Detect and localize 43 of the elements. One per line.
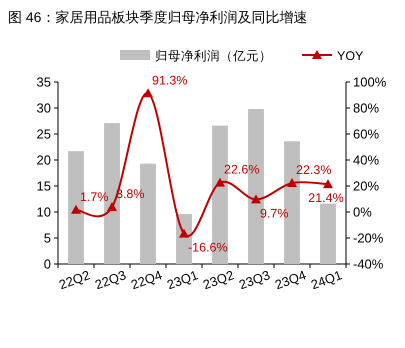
y2-tick-label: 80% — [353, 100, 380, 116]
point — [107, 202, 117, 212]
y-tick-label: 20 — [36, 152, 51, 168]
y-tick-label: 0 — [44, 256, 51, 272]
y2-tick-label: 60% — [353, 126, 380, 142]
data-label: 21.4% — [308, 191, 344, 206]
y2-tick-label: -40% — [353, 256, 384, 272]
data-label: 22.3% — [296, 163, 332, 178]
x-tick-label: 23Q3 — [236, 267, 272, 292]
point — [71, 204, 81, 214]
y-tick-label: 5 — [44, 230, 51, 246]
point — [251, 194, 261, 204]
point — [143, 88, 153, 98]
legend-label: YOY — [337, 49, 364, 63]
data-label: 22.6% — [224, 162, 260, 177]
y2-tick-label: 40% — [353, 152, 380, 168]
x-tick-label: 22Q2 — [56, 267, 92, 292]
x-tick-label: 23Q2 — [200, 267, 236, 292]
y-tick-label: 25 — [36, 126, 51, 142]
y2-tick-label: 0% — [353, 204, 372, 220]
point — [287, 178, 297, 188]
data-label: 9.7% — [260, 206, 288, 220]
y-tick-label: 15 — [36, 178, 51, 194]
x-tick-label: 22Q3 — [92, 267, 128, 292]
x-tick-label: 23Q1 — [164, 267, 200, 292]
point — [215, 178, 225, 187]
y-tick-label: 30 — [36, 100, 51, 116]
chart-title: 图 46：家居用品板块季度归母净利润及同比增速 — [8, 9, 308, 25]
y2-tick-label: 100% — [353, 74, 387, 90]
y2-tick-label: -20% — [353, 230, 384, 246]
y-tick-label: 35 — [36, 74, 51, 90]
x-tick-label: 24Q1 — [308, 267, 344, 292]
data-label: 1.7% — [80, 190, 108, 204]
y-tick-label: 10 — [36, 204, 51, 220]
y2-tick-label: 20% — [353, 178, 380, 194]
data-label: 91.3% — [152, 73, 188, 88]
legend-label: 归母净利润（亿元） — [155, 49, 272, 63]
x-tick-label: 23Q4 — [272, 267, 308, 292]
bar — [320, 204, 336, 264]
point — [179, 228, 189, 238]
data-label: -16.6% — [188, 240, 228, 255]
x-tick-label: 22Q4 — [128, 267, 164, 292]
point — [323, 179, 333, 188]
